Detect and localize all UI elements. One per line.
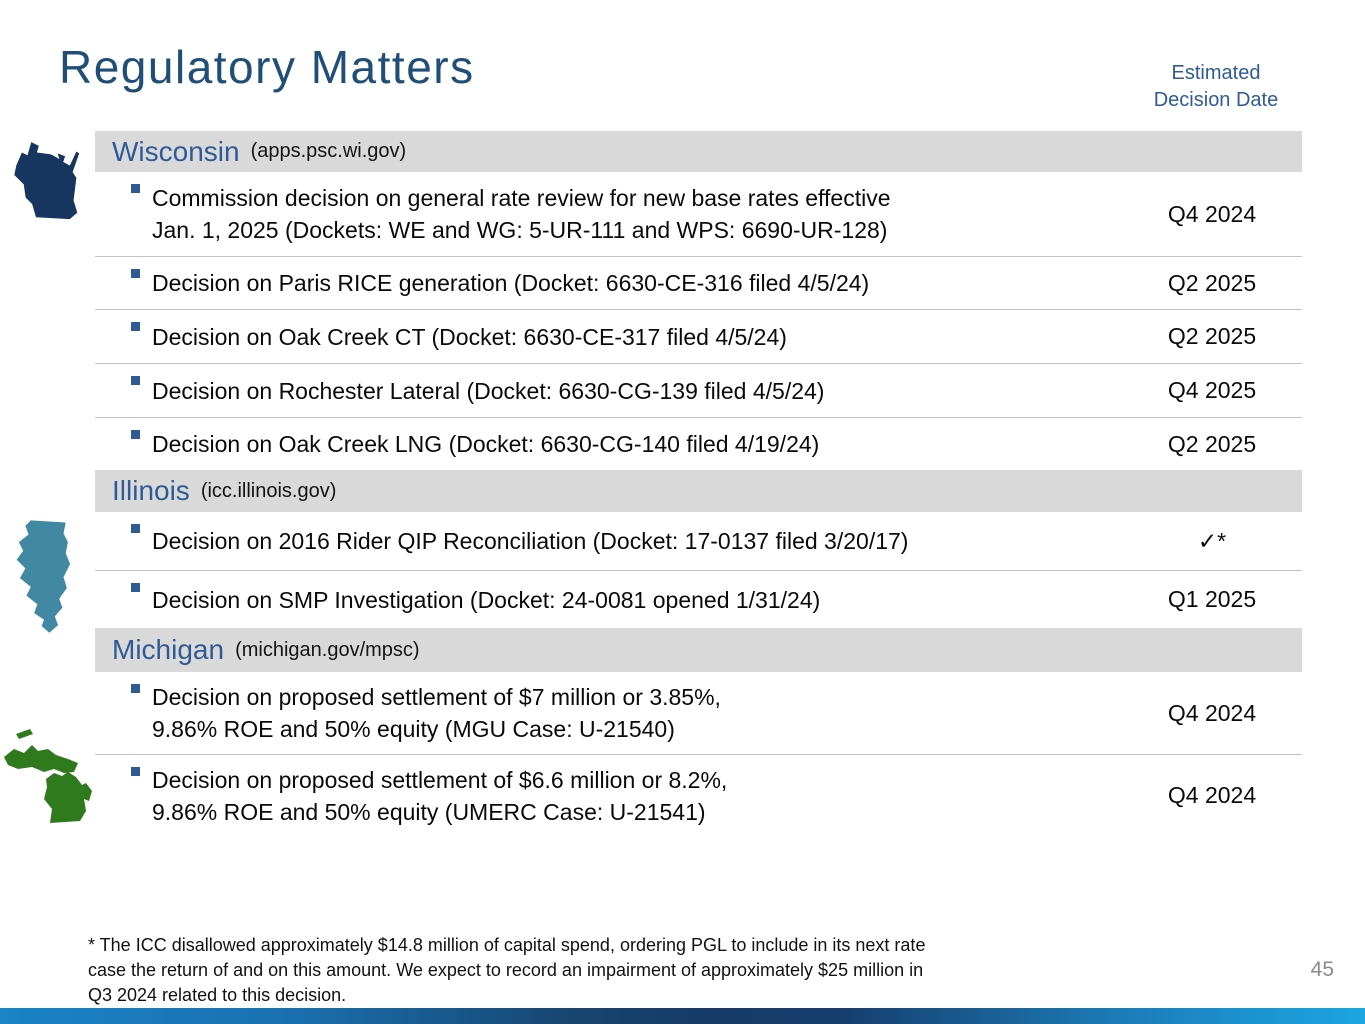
section-source-url: (michigan.gov/mpsc) — [235, 638, 420, 661]
section-header-wisconsin: Wisconsin (apps.psc.wi.gov) — [95, 131, 1302, 172]
estimated-decision-date-column-header: Estimated Decision Date — [1153, 62, 1279, 111]
table-row: Decision on Oak Creek LNG (Docket: 6630-… — [95, 417, 1302, 470]
table-row: Commission decision on general rate revi… — [95, 172, 1302, 256]
row-estimated-date: Q2 2025 — [1167, 430, 1257, 457]
michigan-state-icon — [4, 729, 92, 823]
section-header-michigan: Michigan (michigan.gov/mpsc) — [95, 628, 1302, 672]
section-name: Illinois — [112, 475, 190, 506]
row-estimated-date: Q1 2025 — [1167, 586, 1257, 612]
bullet-square-icon — [131, 376, 140, 385]
table-row: Decision on proposed settlement of $6.6 … — [95, 754, 1302, 836]
illinois-state-icon — [16, 520, 71, 633]
row-estimated-date: Q2 2025 — [1167, 323, 1257, 349]
footer-gradient-bar — [0, 1008, 1365, 1024]
row-estimated-date: Q4 2024 — [1167, 699, 1257, 726]
row-text: Decision on Oak Creek LNG (Docket: 6630-… — [152, 431, 820, 457]
row-text: Decision on Oak Creek CT (Docket: 6630-C… — [152, 323, 787, 350]
row-text: Decision on 2016 Rider QIP Reconciliatio… — [152, 528, 909, 554]
row-estimated-date: Q4 2024 — [1167, 782, 1257, 808]
row-text: Decision on proposed settlement of $7 mi… — [152, 684, 721, 742]
row-text: Decision on Rochester Lateral (Docket: 6… — [152, 377, 825, 404]
page-number: 45 — [1310, 958, 1334, 981]
table-row: Decision on Oak Creek CT (Docket: 6630-C… — [95, 309, 1302, 363]
table-row: Decision on Paris RICE generation (Docke… — [95, 256, 1302, 309]
bullet-square-icon — [131, 583, 140, 592]
row-estimated-date: Q2 2025 — [1167, 269, 1257, 296]
bullet-square-icon — [131, 524, 140, 533]
bullet-square-icon — [131, 430, 140, 439]
footnote-text: * The ICC disallowed approximately $14.8… — [88, 935, 926, 1005]
regulatory-table: Wisconsin (apps.psc.wi.gov) Commission d… — [95, 131, 1302, 836]
bullet-square-icon — [131, 322, 140, 331]
table-row: Decision on proposed settlement of $7 mi… — [95, 672, 1302, 754]
table-row: Decision on 2016 Rider QIP Reconciliatio… — [95, 512, 1302, 570]
table-row: Decision on SMP Investigation (Docket: 2… — [95, 570, 1302, 628]
section-header-illinois: Illinois (icc.illinois.gov) — [95, 470, 1302, 512]
row-estimated-date: ✓* — [1197, 527, 1227, 554]
bullet-square-icon — [131, 269, 140, 278]
row-estimated-date: Q4 2025 — [1167, 377, 1257, 403]
table-row: Decision on Rochester Lateral (Docket: 6… — [95, 363, 1302, 417]
row-text: Decision on SMP Investigation (Docket: 2… — [152, 586, 821, 613]
section-name: Michigan — [112, 634, 225, 665]
section-name: Wisconsin — [112, 135, 240, 167]
bullet-square-icon — [131, 184, 140, 193]
row-text: Commission decision on general rate revi… — [152, 185, 891, 243]
bullet-square-icon — [131, 684, 140, 693]
wisconsin-state-icon — [14, 142, 80, 220]
section-source-url: (apps.psc.wi.gov) — [250, 140, 407, 162]
bullet-square-icon — [131, 767, 140, 776]
section-source-url: (icc.illinois.gov) — [200, 479, 337, 502]
page-title: Regulatory Matters — [59, 41, 475, 93]
row-text: Decision on Paris RICE generation (Docke… — [152, 270, 870, 296]
row-text: Decision on proposed settlement of $6.6 … — [152, 766, 728, 825]
row-estimated-date: Q4 2024 — [1167, 200, 1257, 227]
